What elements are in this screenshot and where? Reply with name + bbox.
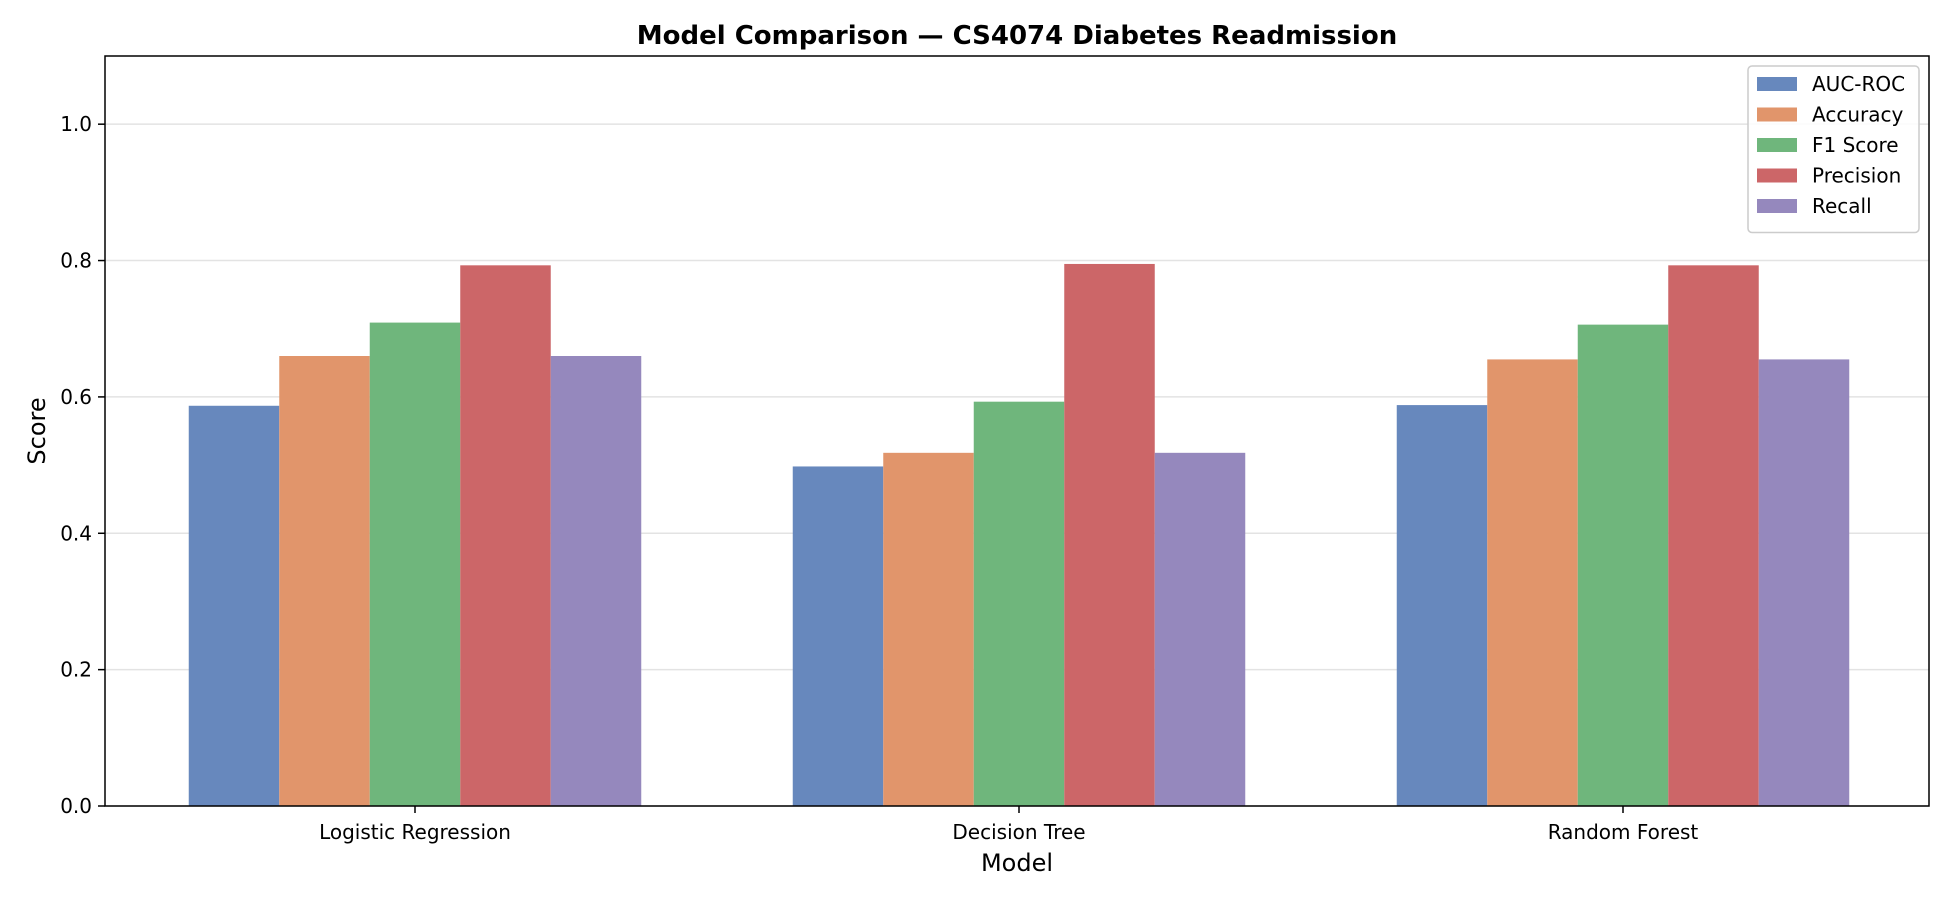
legend: AUC-ROC Accuracy F1 Score Precision Recall — [1747, 65, 1920, 234]
y-tick-label: 0.4 — [60, 521, 92, 545]
x-tick-label: Random Forest — [1548, 820, 1699, 844]
bar-precision-1 — [1064, 263, 1155, 806]
bar-recall-0 — [550, 356, 642, 806]
legend-label: F1 Score — [1812, 133, 1899, 157]
legend-label: Precision — [1812, 164, 1901, 188]
bar-recall-2 — [1758, 359, 1850, 806]
y-tick-label: 0.2 — [60, 658, 92, 682]
bars — [188, 263, 1850, 806]
legend-swatch — [1757, 199, 1797, 213]
bar-precision-0 — [460, 265, 551, 806]
legend-label: Accuracy — [1812, 103, 1903, 127]
bar-f1-score-1 — [973, 401, 1065, 806]
chart-title: Model Comparison — CS4074 Diabetes Readm… — [637, 21, 1397, 51]
bar-accuracy-0 — [279, 356, 370, 806]
y-tick-label: 1.0 — [60, 112, 92, 136]
bar-auc-roc-1 — [792, 466, 884, 806]
legend-label: AUC-ROC — [1812, 72, 1905, 96]
y-tick-label: 0.6 — [60, 385, 92, 409]
x-axis-label: Model — [981, 849, 1053, 877]
bar-auc-roc-2 — [1396, 405, 1488, 806]
legend-label: Recall — [1812, 194, 1872, 218]
bar-recall-1 — [1154, 452, 1246, 806]
y-tick-label: 0.0 — [60, 794, 92, 818]
bar-accuracy-1 — [883, 452, 974, 806]
bar-auc-roc-0 — [188, 405, 280, 806]
y-axis-label: Score — [23, 397, 51, 464]
legend-swatch — [1757, 168, 1797, 183]
bar-accuracy-2 — [1487, 359, 1578, 806]
x-tick-label: Logistic Regression — [319, 820, 511, 844]
legend-swatch — [1757, 77, 1797, 91]
legend-swatch — [1757, 107, 1797, 122]
y-axis-ticks: 0.0 0.2 0.4 0.6 0.8 1.0 — [60, 112, 105, 818]
bar-precision-2 — [1668, 265, 1759, 806]
plot-frame — [104, 55, 1930, 807]
legend-swatch — [1757, 138, 1797, 152]
y-tick-label: 0.8 — [60, 249, 92, 273]
bar-f1-score-0 — [369, 322, 461, 806]
x-tick-label: Decision Tree — [952, 820, 1085, 844]
bar-f1-score-2 — [1577, 324, 1669, 806]
x-axis-ticks: Logistic Regression Decision Tree Random F… — [319, 806, 1698, 844]
